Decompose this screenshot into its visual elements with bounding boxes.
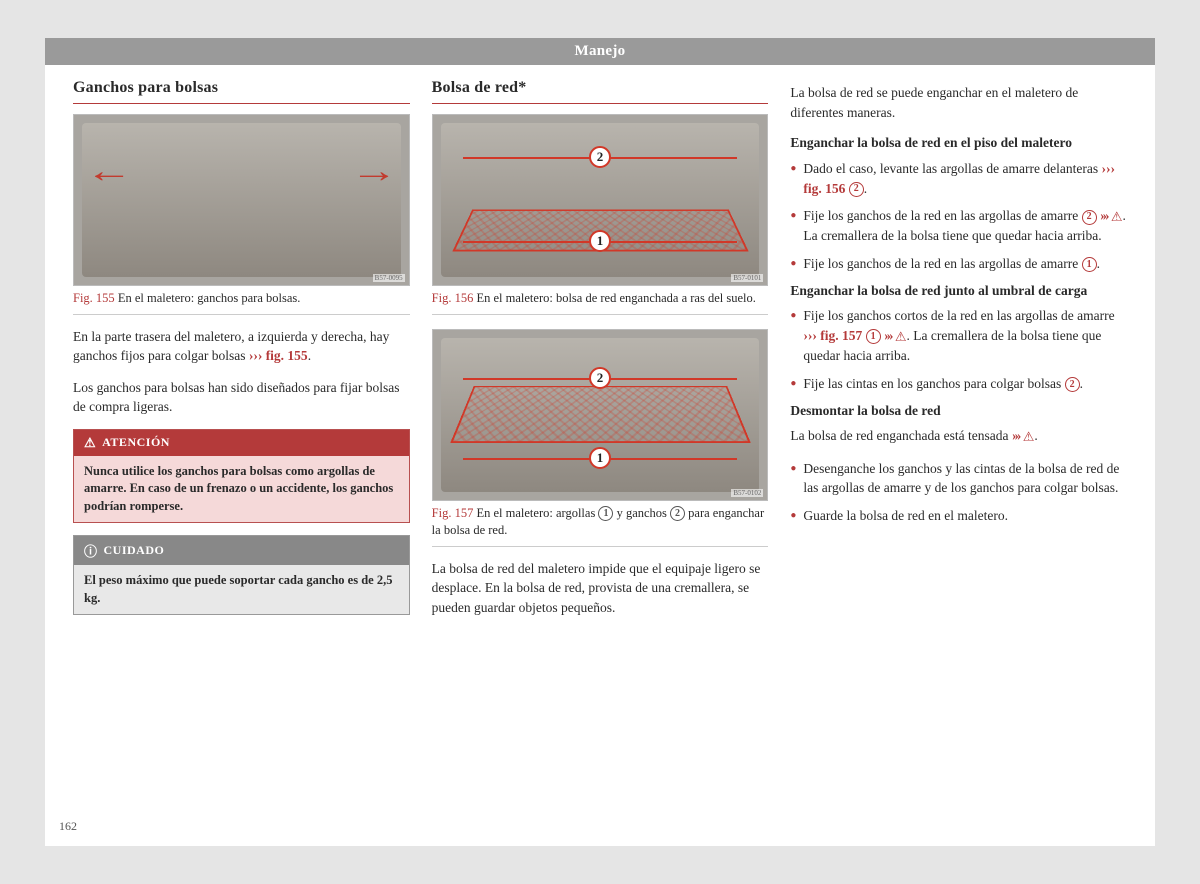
figure-caption-text: En el maletero: ganchos para bolsas. (118, 291, 301, 305)
paragraph: En la parte trasera del maletero, a izqu… (73, 327, 410, 366)
marker-ref-2: 2 (1082, 210, 1097, 225)
sub-heading: Enganchar la bolsa de red junto al umbra… (790, 282, 1127, 301)
warning-body: Nunca utilice los ganchos para bolsas co… (74, 456, 409, 523)
manual-page: Manejo Ganchos para bolsas ← → B57-0095 … (45, 38, 1155, 846)
bullet-item: Fije los ganchos cortos de la red en las… (790, 306, 1127, 365)
marker-ref-1: 1 (598, 506, 613, 521)
column-2: Bolsa de red* 2 1 B57-0101 Fig. 156 En e… (432, 79, 769, 629)
figure-label: Fig. 156 (432, 291, 474, 305)
figure-label: Fig. 157 (432, 506, 474, 520)
arrow-left-icon: ← (85, 153, 133, 191)
cargo-net (450, 385, 750, 442)
image-tag: B57-0101 (731, 274, 763, 282)
figure-caption-text: En el maletero: argollas (476, 506, 598, 520)
text: Dado el caso, levante las argollas de am… (803, 161, 1101, 176)
marker-1: 1 (589, 230, 611, 252)
page-header: Manejo (45, 38, 1155, 65)
marker-ref-1: 1 (866, 329, 881, 344)
paragraph: La bolsa de red enganchada está tensa­da… (790, 426, 1127, 446)
warning-title: ATENCIÓN (102, 435, 170, 450)
warning-icon: ⚠ (895, 328, 907, 347)
trunk-illustration (82, 123, 401, 277)
note-body: El peso máximo que puede soportar cada g… (74, 565, 409, 614)
warning-header: ⚠ ATENCIÓN (74, 430, 409, 456)
note-header: ⓘ CUIDADO (74, 536, 409, 565)
note-title: CUIDADO (104, 543, 165, 558)
page-number: 162 (59, 819, 77, 834)
cross-ref: ››› fig. 155 (249, 348, 308, 363)
bullet-item: Fije los ganchos de la red en las argoll… (790, 206, 1127, 246)
figure-155: ← → B57-0095 (73, 114, 410, 286)
text: . (308, 348, 311, 363)
marker-2: 2 (589, 367, 611, 389)
text: En la parte trasera del maletero, a izqu… (73, 329, 389, 364)
paragraph: La bolsa de red del maletero impide que … (432, 559, 769, 618)
note-callout: ⓘ CUIDADO El peso máximo que puede sopor… (73, 535, 410, 615)
ref-arrows-icon: ››› (1012, 428, 1020, 443)
text: . (1080, 376, 1083, 391)
section-title-net: Bolsa de red* (432, 79, 769, 104)
text: Fije los ganchos de la red en las argoll… (803, 208, 1081, 223)
section-title-hooks: Ganchos para bolsas (73, 79, 410, 104)
warning-icon: ⚠ (1111, 208, 1123, 227)
marker-ref-2: 2 (670, 506, 685, 521)
text: Fije las cintas en los ganchos para colg… (803, 376, 1064, 391)
bullet-item: Guarde la bolsa de red en el maletero. (790, 506, 1127, 526)
marker-ref-2: 2 (849, 182, 864, 197)
arrow-right-icon: → (350, 153, 398, 191)
text: . (864, 181, 867, 196)
text: Fije los ganchos cortos de la red en las… (803, 308, 1114, 323)
figure-157-caption: Fig. 157 En el maletero: argollas 1 y ga… (432, 505, 769, 547)
text: . (1034, 428, 1037, 443)
figure-156: 2 1 B57-0101 (432, 114, 769, 286)
warning-icon: ⚠ (84, 435, 96, 451)
ref-arrows-icon: ››› (1100, 208, 1108, 223)
figure-caption-text: y gan­chos (613, 506, 670, 520)
text: . (1097, 256, 1100, 271)
column-3: La bolsa de red se puede enganchar en el… (790, 79, 1127, 629)
marker-2: 2 (589, 146, 611, 168)
text: Fije los ganchos de la red en las argoll… (803, 256, 1081, 271)
bullet-item: Dado el caso, levante las argollas de am… (790, 159, 1127, 198)
figure-155-caption: Fig. 155 En el maletero: ganchos para bo… (73, 290, 410, 315)
ref-arrows-icon: ››› (884, 328, 892, 343)
warning-callout: ⚠ ATENCIÓN Nunca utilice los ganchos par… (73, 429, 410, 524)
sub-heading: Enganchar la bolsa de red en el piso del… (790, 134, 1127, 153)
figure-156-caption: Fig. 156 En el maletero: bolsa de red en… (432, 290, 769, 315)
figure-157: 2 1 B57-0102 (432, 329, 769, 501)
text: La bolsa de red enganchada está tensa­da (790, 428, 1012, 443)
paragraph: La bolsa de red se puede enganchar en el… (790, 83, 1127, 122)
cross-ref: ››› fig. 157 (803, 328, 862, 343)
image-tag: B57-0102 (731, 489, 763, 497)
bullet-item: Desenganche los ganchos y las cintas de … (790, 459, 1127, 498)
figure-label: Fig. 155 (73, 291, 115, 305)
figure-caption-text: En el maletero: bolsa de red engan­chada… (476, 291, 755, 305)
info-icon: ⓘ (84, 541, 98, 560)
column-1: Ganchos para bolsas ← → B57-0095 Fig. 15… (73, 79, 410, 629)
marker-ref-2: 2 (1065, 377, 1080, 392)
bullet-item: Fije las cintas en los ganchos para colg… (790, 374, 1127, 394)
paragraph: Los ganchos para bolsas han sido diseñad… (73, 378, 410, 417)
image-tag: B57-0095 (373, 274, 405, 282)
marker-1: 1 (589, 447, 611, 469)
sub-heading: Desmontar la bolsa de red (790, 402, 1127, 421)
bullet-item: Fije los ganchos de la red en las argoll… (790, 254, 1127, 274)
warning-icon: ⚠ (1023, 428, 1035, 447)
content-columns: Ganchos para bolsas ← → B57-0095 Fig. 15… (45, 65, 1155, 629)
marker-ref-1: 1 (1082, 257, 1097, 272)
